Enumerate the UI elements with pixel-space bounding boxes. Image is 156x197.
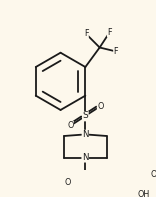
Text: S: S xyxy=(83,112,88,120)
Text: O: O xyxy=(67,121,73,130)
Text: OH: OH xyxy=(138,190,150,197)
Text: O: O xyxy=(97,102,104,111)
Text: F: F xyxy=(107,28,112,37)
Text: F: F xyxy=(114,47,118,56)
Text: O: O xyxy=(64,177,71,187)
Text: N: N xyxy=(82,130,89,139)
Text: F: F xyxy=(84,30,88,38)
Text: N: N xyxy=(82,153,89,162)
Text: O: O xyxy=(150,170,156,179)
